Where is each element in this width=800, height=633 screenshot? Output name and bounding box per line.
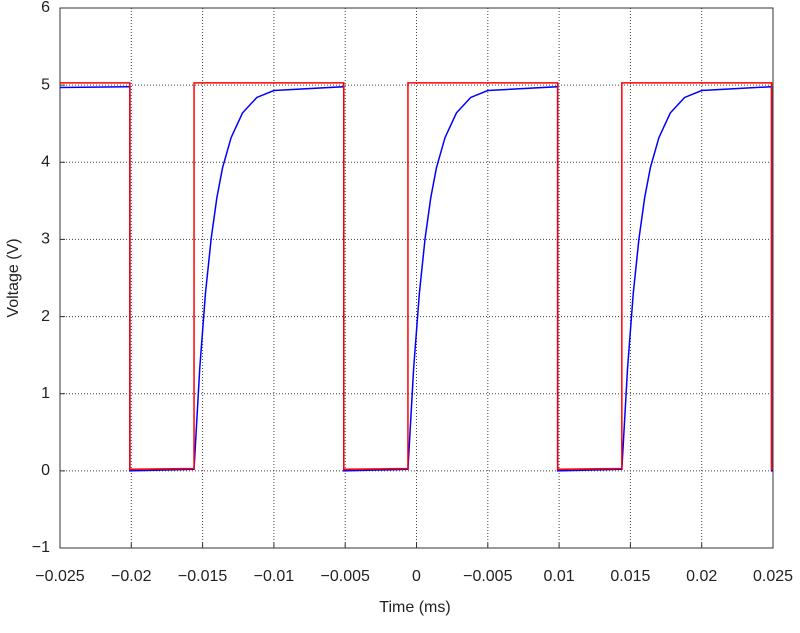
- signal-trace: [60, 82, 773, 471]
- y-tick-label: −1: [32, 539, 50, 556]
- x-tick-label: 0: [412, 568, 421, 585]
- y-axis-label: Voltage (V): [5, 238, 22, 317]
- y-tick-label: 4: [41, 154, 50, 171]
- plot-frame: [59, 7, 774, 549]
- x-tick-label: −0.01: [254, 568, 295, 585]
- y-tick-label: 5: [41, 76, 50, 93]
- signal-trace: [59, 85, 773, 472]
- x-tick-label: 0.025: [753, 568, 793, 585]
- x-tick-label: 0.015: [610, 568, 650, 585]
- x-tick-label: −0.025: [35, 568, 84, 585]
- x-tick-label: −0.015: [178, 568, 227, 585]
- y-tick-label: 2: [41, 308, 50, 325]
- x-tick-label: −0.005: [463, 568, 512, 585]
- y-tick-label: 1: [41, 385, 50, 402]
- x-tick-label: 0.02: [686, 568, 717, 585]
- y-tick-label: 3: [41, 231, 50, 248]
- x-tick-label: 0.01: [544, 568, 575, 585]
- x-tick-label: −0.02: [111, 568, 152, 585]
- x-tick-label: −0.005: [321, 568, 370, 585]
- y-tick-label: 0: [41, 462, 50, 479]
- y-tick-label: 6: [41, 0, 50, 16]
- x-axis-label: Time (ms): [379, 599, 450, 616]
